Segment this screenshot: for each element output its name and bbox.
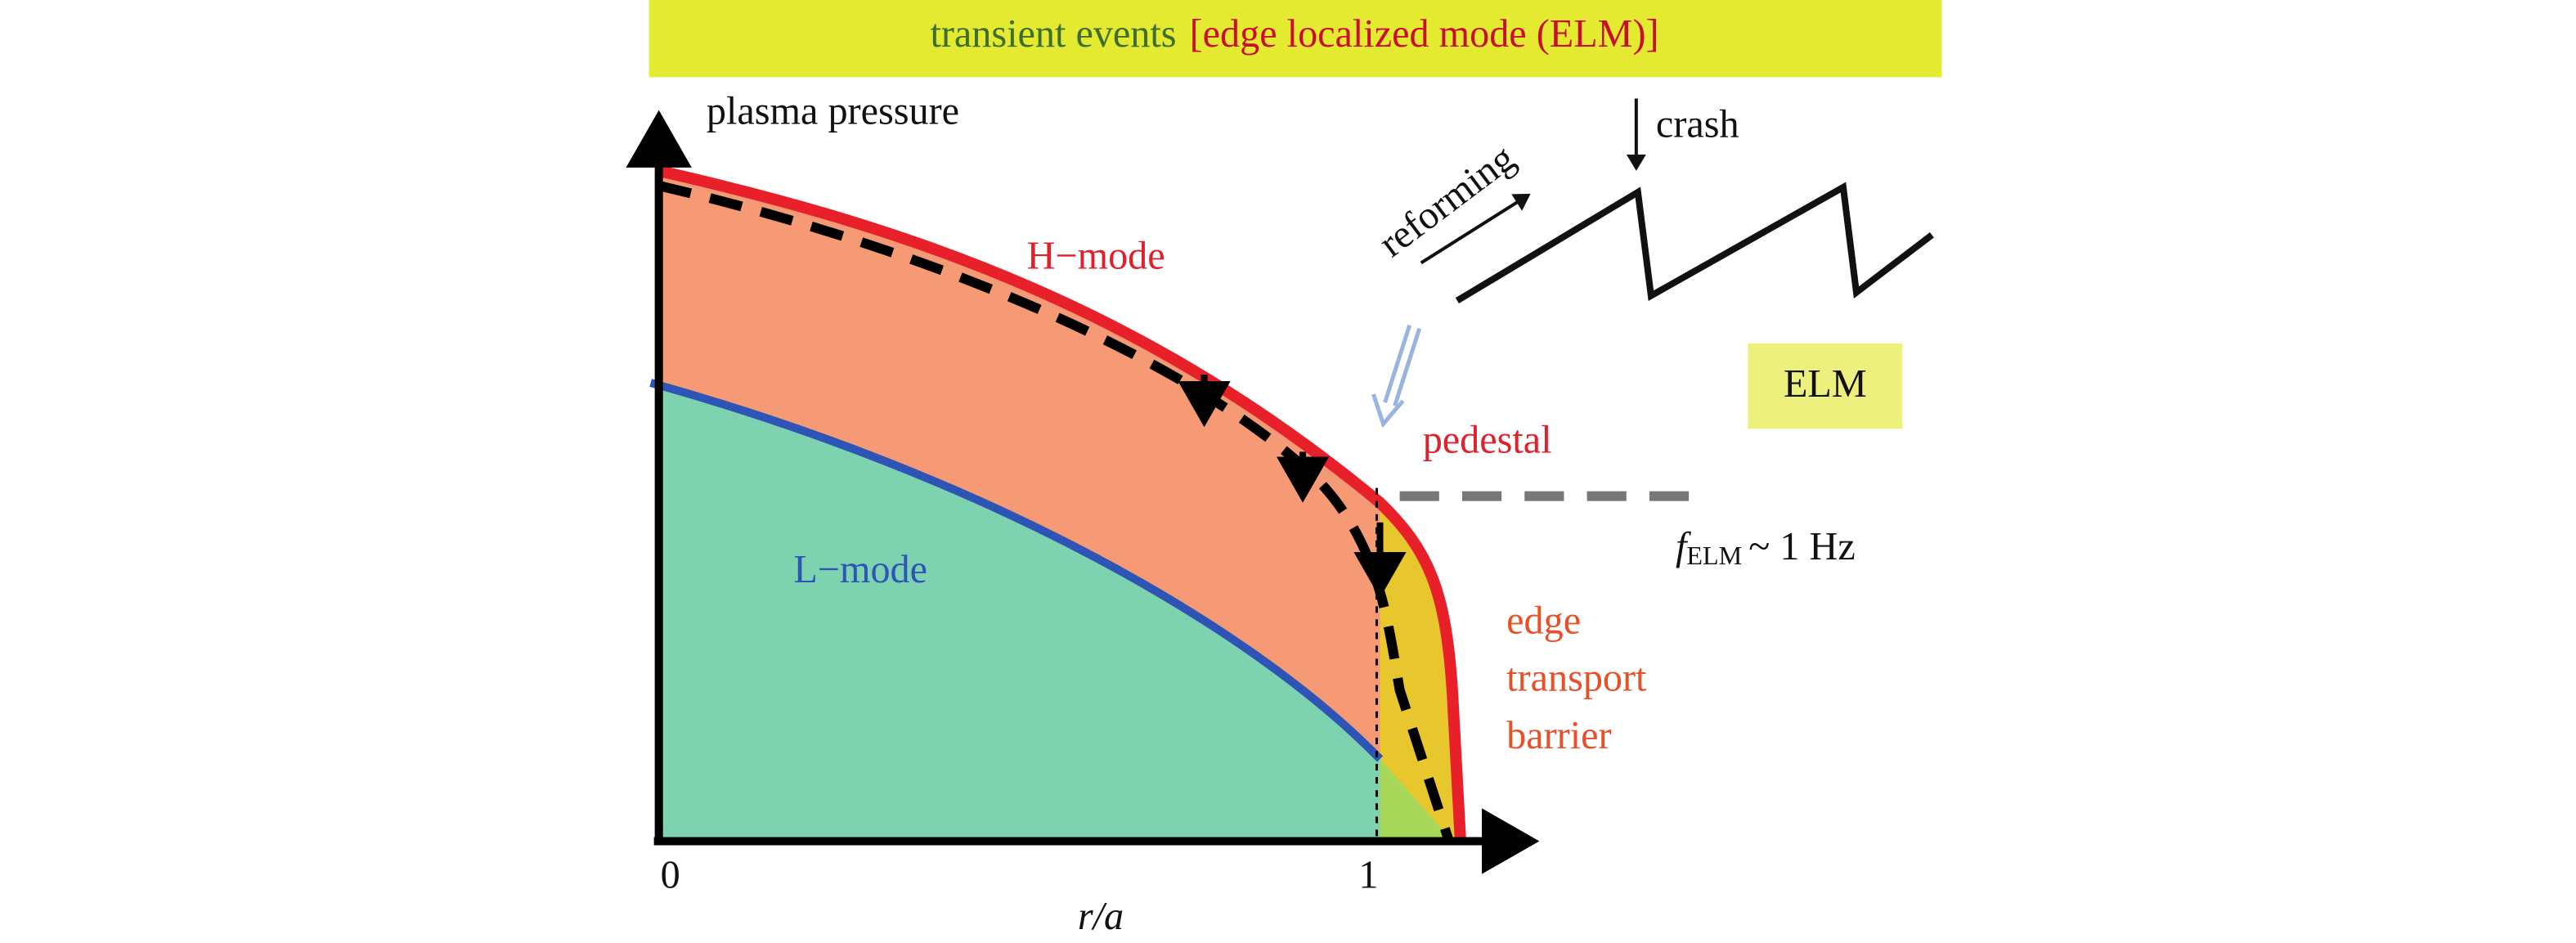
x-axis-label: r/a: [1078, 895, 1124, 938]
pointer-arrow: [1371, 324, 1422, 429]
elm-label: ELM: [1784, 362, 1867, 406]
barrier-label: transport: [1506, 657, 1647, 700]
barrier-label: edge: [1506, 599, 1581, 642]
y-axis-label: plasma pressure: [707, 90, 959, 133]
title: transient events [edge localized mode (EL…: [930, 12, 1658, 56]
crash-arrows: [1178, 374, 1407, 599]
pedestal-label: pedestal: [1423, 418, 1552, 461]
barrier-label: barrier: [1506, 714, 1611, 757]
l-mode-curve: [649, 379, 1384, 762]
elm-box: [1748, 343, 1903, 429]
h-mode-curve: [657, 165, 1466, 842]
frequency-value: ~ 1 Hz: [1748, 525, 1855, 568]
x-edge-label: 1: [1358, 854, 1378, 897]
title-bar: [648, 0, 1942, 78]
h-mode-label: H−mode: [1027, 234, 1165, 277]
arrow-shaft: [1393, 327, 1422, 406]
overlap-region: [1380, 759, 1452, 842]
arrow-head: [1371, 393, 1405, 429]
title-right: [edge localized mode (ELM)]: [1190, 12, 1659, 56]
crash-label: crash: [1656, 103, 1739, 146]
frequency-label: fELM ~ 1 Hz: [1676, 525, 1856, 570]
sawtooth: [1455, 182, 1934, 304]
reforming-arrow: [1420, 193, 1531, 265]
elm-curve: [657, 181, 1454, 843]
arrow-shaft: [1383, 324, 1412, 403]
frequency-subscript: ELM: [1686, 541, 1742, 570]
x-origin-label: 0: [661, 854, 680, 897]
l-mode-label: L−mode: [793, 548, 927, 591]
l-mode-region: [658, 386, 1452, 842]
title-left: transient events: [930, 12, 1176, 56]
